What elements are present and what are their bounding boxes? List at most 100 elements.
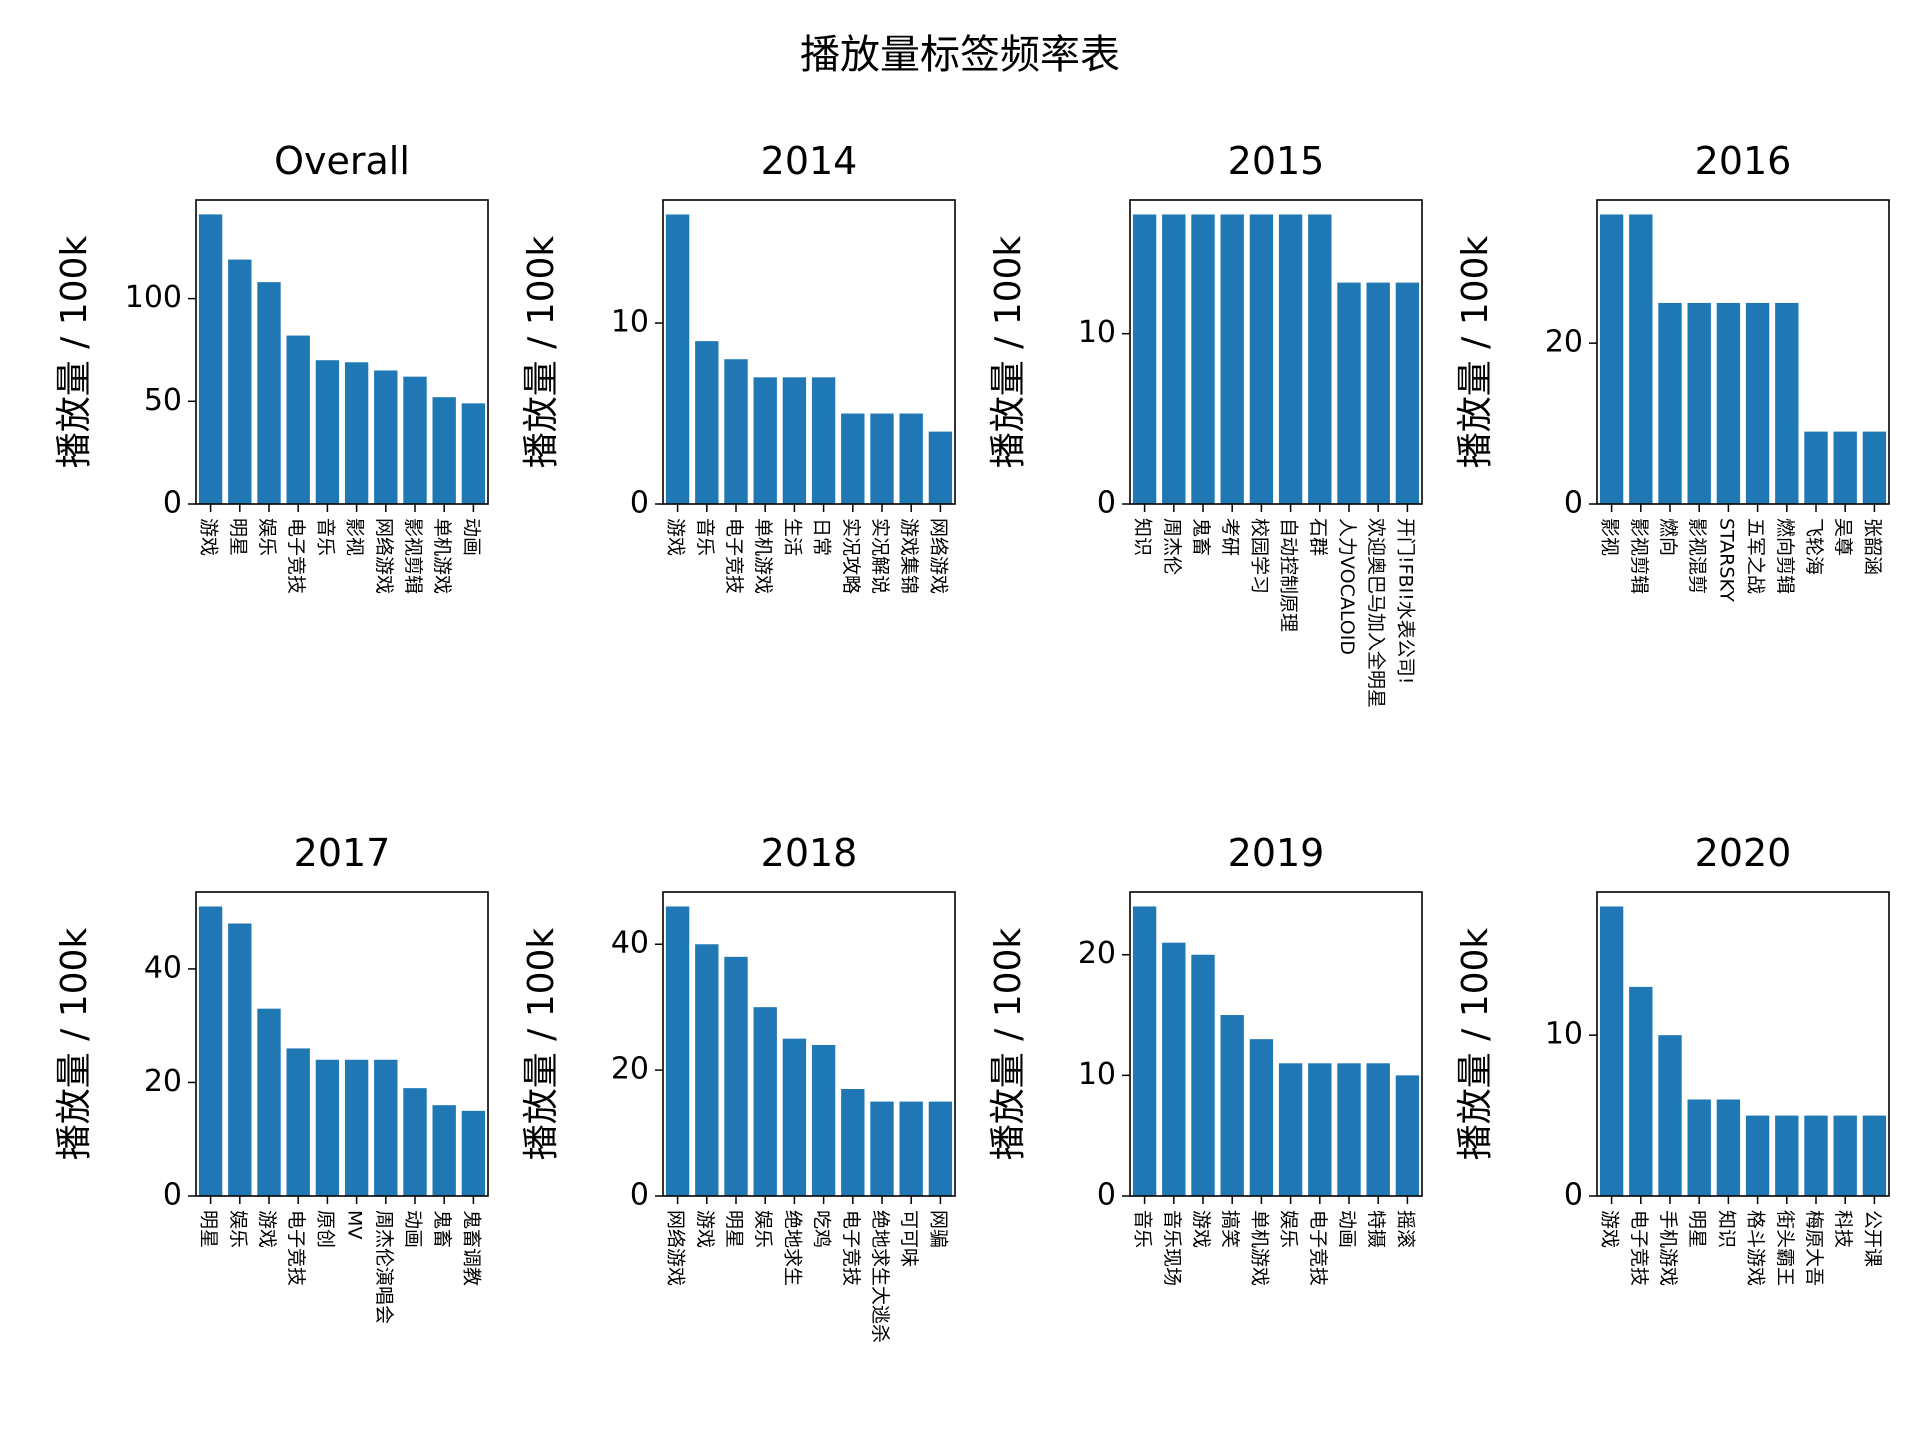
bar (1308, 1063, 1332, 1196)
bar (374, 1059, 398, 1196)
bar (928, 431, 953, 504)
bar (665, 214, 690, 504)
bar (928, 1101, 953, 1196)
bar (1862, 1115, 1887, 1196)
bar (1308, 214, 1332, 504)
x-tick-label: 欢迎奥巴马加入全明星 (1365, 518, 1387, 708)
bar (1775, 302, 1799, 504)
x-tick-label: 生活 (781, 518, 803, 556)
bar (432, 397, 456, 504)
bar (724, 359, 748, 504)
bar (1687, 1099, 1711, 1196)
y-tick-label: 40 (611, 926, 649, 961)
x-tick-label: 电子竞技 (1307, 1210, 1329, 1286)
bar (1132, 906, 1157, 1196)
bar (1629, 986, 1653, 1196)
bar (1833, 1115, 1857, 1196)
axes-frame (195, 891, 489, 1197)
bar (403, 1088, 427, 1196)
y-axis-label: 播放量 / 100k (54, 928, 95, 1161)
x-tick-label: 影视剪辑 (402, 518, 424, 594)
subplot-5: 2018 播放量 / 100k 网络游戏 游戏 明星 娱乐 绝地求生 吃鸡 电子竞技 绝地求生大逃… (521, 831, 956, 1343)
y-axis-label: 播放量 / 100k (988, 236, 1029, 469)
y-tick-label: 0 (1097, 1178, 1116, 1213)
x-tick-label: 知识 (1132, 518, 1154, 556)
y-tick-label: 0 (163, 486, 182, 521)
bar (1191, 214, 1215, 504)
bar (1162, 942, 1186, 1196)
bar (753, 1007, 777, 1196)
y-axis-label: 播放量 / 100k (54, 236, 95, 469)
bar (695, 341, 719, 504)
y-axis-label: 播放量 / 100k (521, 236, 562, 469)
x-tick-label: 网络游戏 (373, 518, 395, 594)
x-tick-label: 鬼畜调教 (460, 1210, 482, 1286)
x-tick-label: 单机游戏 (431, 518, 453, 594)
bar (1366, 282, 1390, 504)
subplot-title: 2018 (761, 831, 858, 875)
bar (257, 282, 281, 504)
x-tick-label: 动画 (460, 518, 482, 556)
bar (1687, 302, 1711, 504)
bar (1162, 214, 1186, 504)
bar (1599, 906, 1624, 1196)
x-tick-label: MV (344, 1210, 366, 1239)
y-tick-label: 0 (630, 1178, 649, 1213)
x-tick-label: 影视 (344, 518, 366, 556)
bar (665, 906, 690, 1196)
bar (1629, 214, 1653, 504)
x-tick-label: 游戏 (198, 518, 220, 556)
bar (1249, 214, 1274, 504)
x-tick-label: 燃向 (1657, 518, 1679, 556)
y-tick-label: 100 (125, 280, 182, 315)
x-tick-label: 吴尊 (1832, 518, 1854, 556)
x-tick-label: 音乐 (314, 518, 336, 556)
subplot-7: 2020 播放量 / 100k 游戏 电子竞技 手机游戏 明星 知识 格斗游戏 街头霸王 梅原大吾… (1455, 831, 1890, 1286)
x-tick-label: 公开课 (1861, 1210, 1883, 1267)
y-tick-label: 0 (1097, 486, 1116, 521)
y-tick-label: 20 (1078, 936, 1116, 971)
bar (1132, 214, 1157, 504)
x-tick-label: 五军之战 (1745, 518, 1767, 594)
bar (257, 1008, 281, 1196)
x-tick-label: 科技 (1832, 1210, 1854, 1248)
x-tick-label: 燃向剪辑 (1774, 518, 1796, 594)
subplot-1: 2014 播放量 / 100k 游戏 音乐 电子竞技 单机游戏 生活 日常 实况攻略 实况解说 游戏… (521, 139, 956, 594)
x-tick-label: 明星 (723, 1210, 745, 1248)
y-tick-label: 20 (1545, 325, 1583, 360)
bar (432, 1105, 456, 1196)
x-tick-label: 游戏 (665, 518, 687, 556)
bar (899, 413, 923, 504)
x-tick-label: 飞轮海 (1803, 518, 1825, 575)
x-tick-label: 娱乐 (227, 1210, 249, 1248)
axes-frame (1129, 891, 1423, 1197)
bar (315, 1059, 340, 1196)
bar (1833, 431, 1857, 504)
bar (870, 413, 894, 504)
x-tick-label: 特摄 (1365, 1210, 1387, 1248)
bar (1804, 1115, 1828, 1196)
x-tick-label: STARSKY (1715, 518, 1737, 602)
x-tick-label: 实况解说 (869, 518, 891, 594)
x-tick-label: 音乐 (1132, 1210, 1154, 1248)
x-tick-label: 影视 (1599, 518, 1621, 556)
x-tick-label: 知识 (1715, 1210, 1737, 1248)
bar (1278, 214, 1303, 504)
x-tick-label: 搞笑 (1219, 1210, 1241, 1248)
x-tick-label: 周杰伦演唱会 (373, 1210, 395, 1324)
x-tick-label: 石群 (1307, 518, 1329, 556)
x-tick-label: 吃鸡 (811, 1210, 833, 1248)
subplot-2: 2015 播放量 / 100k 知识 周杰伦 鬼畜 考研 校园学习 自动控制原理 石群 人力VOC… (988, 139, 1423, 708)
x-tick-label: 校园学习 (1248, 518, 1270, 594)
bar (1658, 302, 1682, 504)
x-tick-label: 考研 (1219, 518, 1241, 556)
x-tick-label: 鬼畜 (431, 1210, 453, 1248)
bar (228, 923, 252, 1196)
bar (461, 1110, 486, 1196)
x-tick-label: 绝地求生 (781, 1210, 803, 1286)
x-tick-label: 人力VOCALOID (1336, 518, 1358, 655)
x-tick-label: 开门!FBI!水表公司! (1394, 518, 1416, 684)
bar (811, 1044, 836, 1196)
